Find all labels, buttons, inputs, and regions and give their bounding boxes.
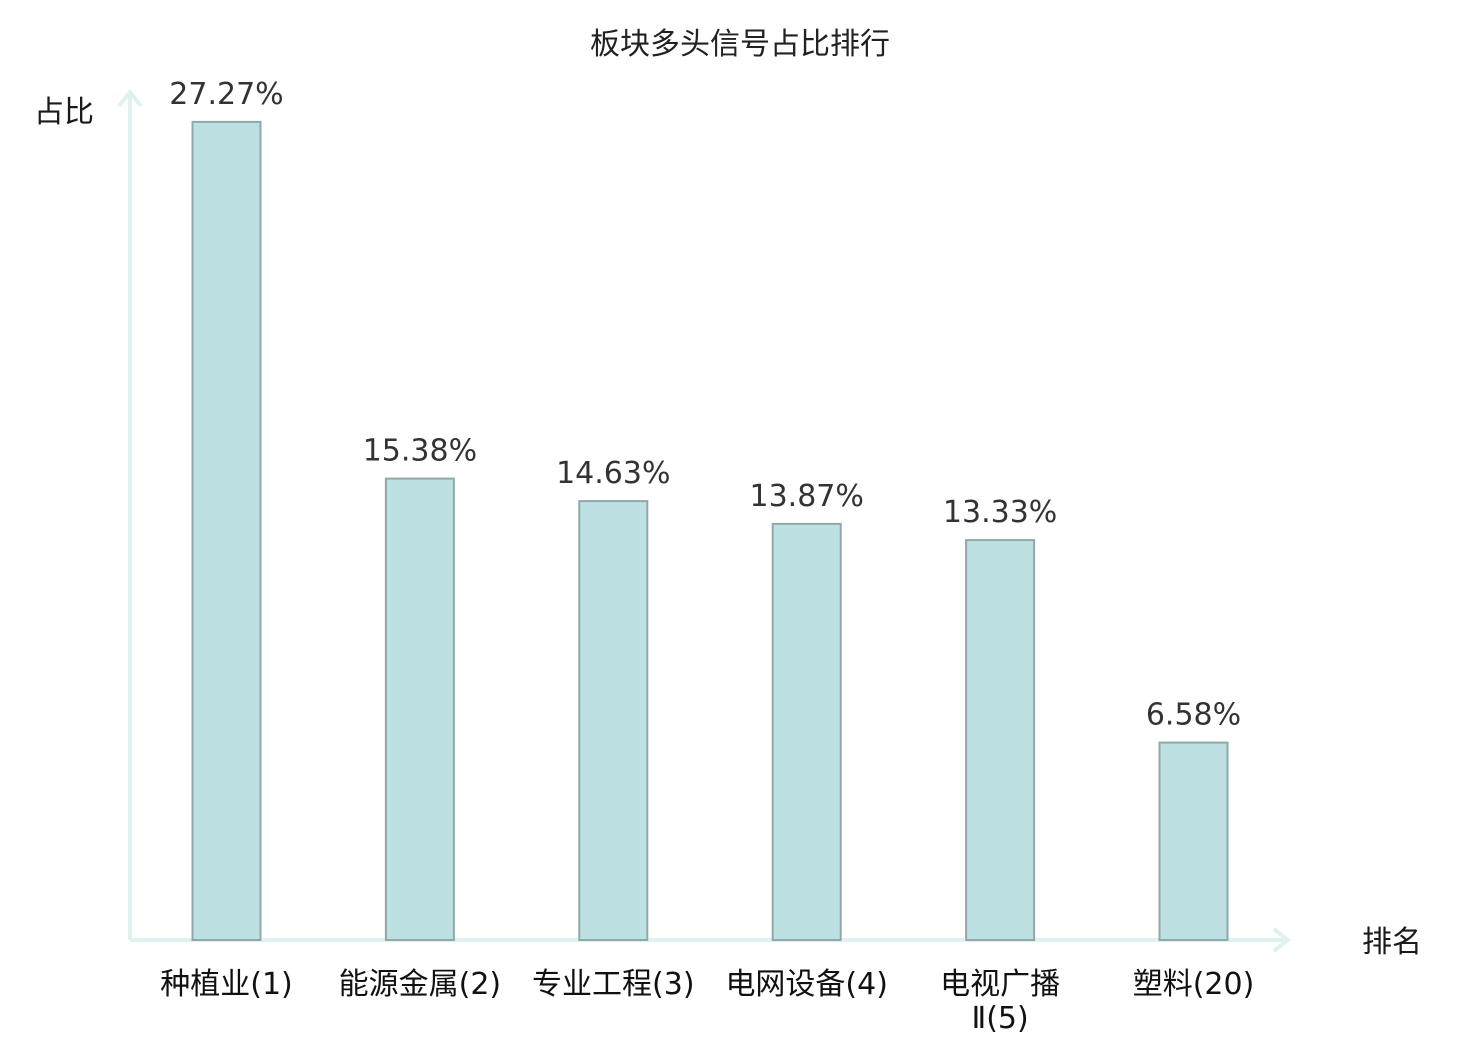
value-labels: 27.27% 15.38% 14.63% 13.87% 13.33% 6.58% (169, 77, 1241, 733)
y-axis-label: 占比 (34, 95, 94, 130)
axes (117, 88, 1292, 953)
category-label-4: 电网设备(4) (725, 967, 888, 1002)
y-axis-arrow-icon (117, 88, 143, 108)
value-label-2: 15.38% (363, 434, 477, 469)
value-label-1: 27.27% (169, 77, 283, 112)
value-label-3: 14.63% (556, 456, 670, 491)
bar-2 (384, 477, 455, 941)
bar-6 (1158, 741, 1229, 941)
category-label-line: 电视广播 (940, 967, 1060, 1002)
bar-5 (965, 539, 1036, 941)
category-label-2: 能源金属(2) (339, 967, 502, 1002)
category-label-1: 种植业(1) (160, 967, 293, 1002)
category-label-5: 电视广播 Ⅱ(5) (940, 967, 1060, 1036)
category-label-line: 种植业(1) (160, 967, 293, 1002)
bars (191, 120, 1229, 942)
value-label-4: 13.87% (750, 479, 864, 514)
x-axis-arrow-icon (1272, 927, 1292, 953)
category-label-line: 能源金属(2) (339, 967, 502, 1002)
chart-title: 板块多头信号占比排行 (590, 27, 890, 62)
category-label-line: 塑料(20) (1133, 967, 1255, 1002)
bar-1 (191, 120, 262, 941)
category-label-6: 塑料(20) (1133, 967, 1255, 1002)
value-label-6: 6.58% (1146, 698, 1241, 733)
category-label-line: 电网设备(4) (725, 967, 888, 1002)
value-label-5: 13.33% (943, 495, 1057, 530)
x-axis-label: 排名 (1362, 925, 1422, 960)
category-label-line: Ⅱ(5) (971, 1001, 1028, 1036)
category-labels: 种植业(1) 能源金属(2) 专业工程(3) 电网设备(4) 电视广播 Ⅱ(5) 塑料(20… (160, 967, 1254, 1036)
bar-3 (578, 500, 649, 941)
category-label-3: 专业工程(3) (532, 967, 695, 1002)
category-label-line: 专业工程(3) (532, 967, 695, 1002)
bar-4 (771, 522, 842, 942)
